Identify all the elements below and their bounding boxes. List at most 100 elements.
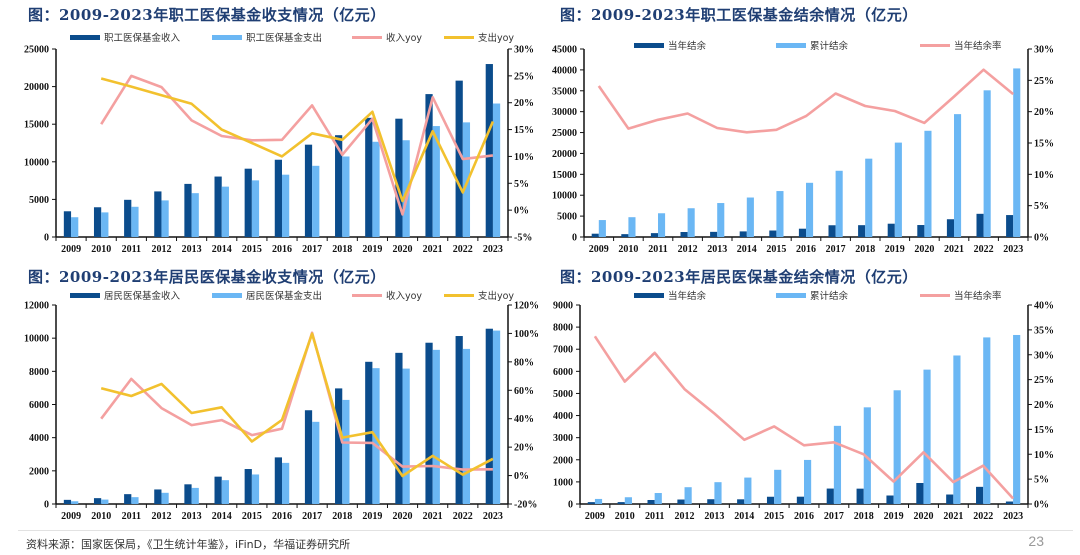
y-tick-label: 0	[44, 233, 49, 244]
bar-primary	[93, 207, 102, 237]
x-tick-label: 2021	[943, 511, 963, 522]
bar-primary	[395, 352, 403, 504]
bar-secondary	[282, 174, 290, 237]
legend-swatch	[776, 293, 806, 298]
bar-primary	[737, 499, 745, 504]
y-tick-label: 35000	[552, 86, 577, 97]
x-tick-label: 2018	[855, 244, 875, 255]
bar-secondary	[628, 217, 636, 237]
y-tick-label: 20000	[24, 82, 49, 93]
y2-tick-label: 120%	[514, 301, 539, 312]
legend-swatch	[212, 35, 242, 40]
chart-resident-surplus: 0 1000 2000 3000 4000 5000 6000 7000 8000 9000 0% 5…	[553, 290, 1054, 522]
bar-primary	[976, 486, 984, 504]
y2-tick-label: 40%	[1034, 301, 1054, 312]
y-tick-label: 10000	[24, 334, 49, 345]
y2-tick-label: 40%	[514, 414, 534, 425]
bar-secondary	[1013, 68, 1021, 237]
bar-secondary	[432, 126, 440, 237]
x-tick-label: 2015	[766, 244, 786, 255]
bar-primary	[485, 328, 493, 504]
bar-secondary	[865, 158, 873, 237]
bar-primary	[304, 144, 313, 237]
legend-label: 职工医保基金支出	[246, 32, 322, 44]
x-tick-label: 2020	[914, 244, 934, 255]
bar-secondary	[624, 497, 632, 504]
bar-primary	[1006, 215, 1014, 237]
bar-primary	[455, 336, 463, 504]
bar-secondary	[684, 487, 692, 504]
bar-secondary	[372, 141, 380, 237]
y2-tick-label: 15%	[514, 125, 534, 136]
x-tick-label: 2010	[91, 511, 111, 522]
y-tick-label: 3000	[553, 433, 573, 444]
x-tick-label: 2018	[332, 511, 352, 522]
x-tick-label: 2021	[423, 511, 443, 522]
x-tick-label: 2016	[794, 511, 814, 522]
bar-secondary	[462, 348, 471, 504]
chart-employee-income-expenditure: 0 5000 10000 15000 20000 25000 -5% 0% 5% 10% 15% 20…	[24, 32, 534, 255]
bar-secondary	[312, 165, 320, 237]
y-tick-label: 5000	[553, 389, 573, 400]
y2-tick-label: -20%	[514, 500, 537, 511]
x-tick-label: 2022	[974, 244, 994, 255]
legend-swatch	[634, 293, 664, 298]
bar-primary	[946, 494, 954, 504]
bar-primary	[680, 232, 688, 237]
x-tick-label: 2009	[61, 511, 81, 522]
bar-primary	[976, 213, 984, 237]
x-tick-label: 2019	[362, 511, 382, 522]
bar-primary	[946, 219, 954, 237]
y2-tick-label: 25%	[1034, 76, 1054, 87]
chart-employee-surplus: 0 5000 10000 15000 20000 25000 30000 35000 40000…	[552, 40, 1054, 255]
bar-secondary	[492, 103, 501, 238]
bar-primary	[917, 225, 925, 237]
x-tick-label: 2012	[151, 511, 171, 522]
x-tick-label: 2017	[302, 244, 322, 255]
legend-label: 收入yoy	[386, 32, 422, 44]
bar-primary	[184, 484, 192, 504]
bar-primary	[587, 502, 595, 504]
legend-label: 职工医保基金收入	[104, 32, 181, 44]
y2-tick-label: 20%	[1034, 107, 1054, 118]
bar-primary	[244, 469, 252, 504]
x-tick-label: 2011	[122, 511, 141, 522]
bar-secondary	[161, 200, 169, 237]
bar-primary	[798, 228, 806, 237]
y2-tick-label: 30%	[1034, 350, 1054, 361]
bar-primary	[184, 183, 192, 237]
y-tick-label: 8000	[553, 323, 573, 334]
x-tick-label: 2010	[618, 244, 638, 255]
x-tick-label: 2014	[212, 511, 232, 522]
y-tick-label: 15000	[552, 170, 577, 181]
bar-secondary	[221, 186, 229, 237]
y-tick-label: 0	[568, 500, 573, 511]
bar-primary	[274, 457, 282, 504]
bar-primary	[710, 231, 718, 237]
bar-primary	[154, 191, 162, 237]
bar-secondary	[658, 213, 666, 237]
footer-divider	[18, 530, 1073, 531]
bar-primary	[154, 489, 162, 504]
bar-secondary	[342, 399, 350, 504]
y-tick-label: 10000	[552, 191, 577, 202]
x-tick-label: 2020	[393, 511, 413, 522]
legend-label: 累计结余	[810, 290, 849, 302]
bar-primary	[621, 234, 629, 237]
x-tick-label: 2020	[393, 244, 413, 255]
x-tick-label: 2009	[61, 244, 81, 255]
x-tick-label: 2022	[453, 244, 473, 255]
bar-primary	[828, 225, 836, 237]
x-tick-label: 2015	[764, 511, 784, 522]
x-tick-label: 2017	[302, 511, 322, 522]
x-tick-label: 2023	[1003, 511, 1023, 522]
x-tick-label: 2009	[585, 511, 605, 522]
x-tick-label: 2010	[615, 511, 635, 522]
x-tick-label: 2012	[678, 244, 698, 255]
bar-primary	[647, 499, 655, 504]
y-tick-label: 2000	[29, 466, 49, 477]
legend-label: 当年结余率	[954, 40, 1002, 52]
bar-primary	[707, 499, 715, 504]
bar-secondary	[744, 477, 752, 504]
y2-tick-label: 5%	[1034, 475, 1049, 486]
